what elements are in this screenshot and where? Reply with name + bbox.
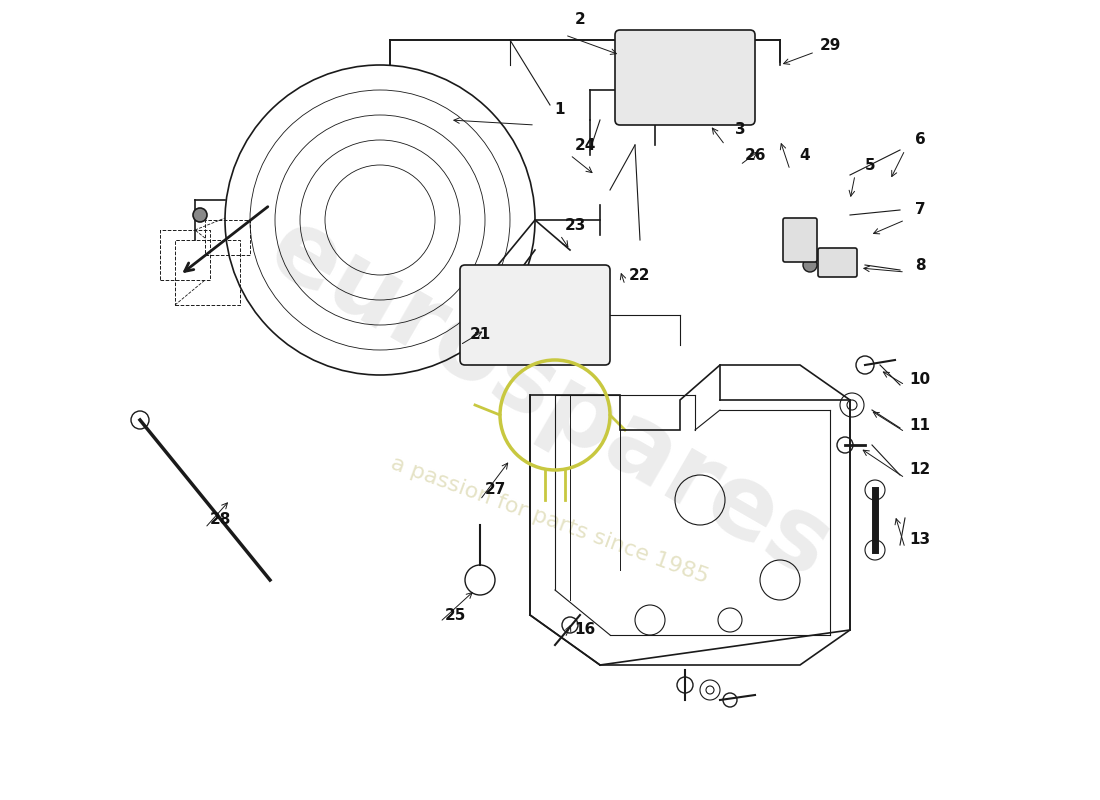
Text: 2: 2 (574, 13, 585, 27)
Text: a passion for parts since 1985: a passion for parts since 1985 (388, 453, 712, 587)
FancyBboxPatch shape (615, 30, 755, 125)
Text: 3: 3 (735, 122, 746, 138)
Circle shape (520, 300, 550, 330)
FancyBboxPatch shape (818, 248, 857, 277)
Text: 21: 21 (470, 327, 491, 342)
Text: 10: 10 (910, 373, 931, 387)
Text: 26: 26 (745, 147, 766, 162)
FancyBboxPatch shape (460, 265, 610, 365)
Text: 6: 6 (914, 133, 925, 147)
Text: 27: 27 (484, 482, 506, 498)
Text: 13: 13 (910, 533, 931, 547)
Text: 1: 1 (554, 102, 565, 118)
Text: 4: 4 (800, 147, 811, 162)
Bar (205, 220, 250, 255)
Text: 5: 5 (865, 158, 876, 173)
Text: eurospares: eurospares (252, 200, 848, 600)
Circle shape (803, 258, 817, 272)
Text: 25: 25 (444, 607, 465, 622)
Bar (175, 240, 240, 305)
Text: 22: 22 (629, 267, 651, 282)
Text: 24: 24 (574, 138, 596, 153)
Text: 29: 29 (820, 38, 840, 53)
Text: 7: 7 (915, 202, 925, 218)
Text: 8: 8 (915, 258, 925, 273)
Text: 23: 23 (564, 218, 585, 233)
Circle shape (192, 208, 207, 222)
Text: 11: 11 (910, 418, 931, 433)
Text: 12: 12 (910, 462, 931, 478)
FancyBboxPatch shape (783, 218, 817, 262)
Text: 16: 16 (574, 622, 595, 638)
Text: 28: 28 (209, 513, 231, 527)
